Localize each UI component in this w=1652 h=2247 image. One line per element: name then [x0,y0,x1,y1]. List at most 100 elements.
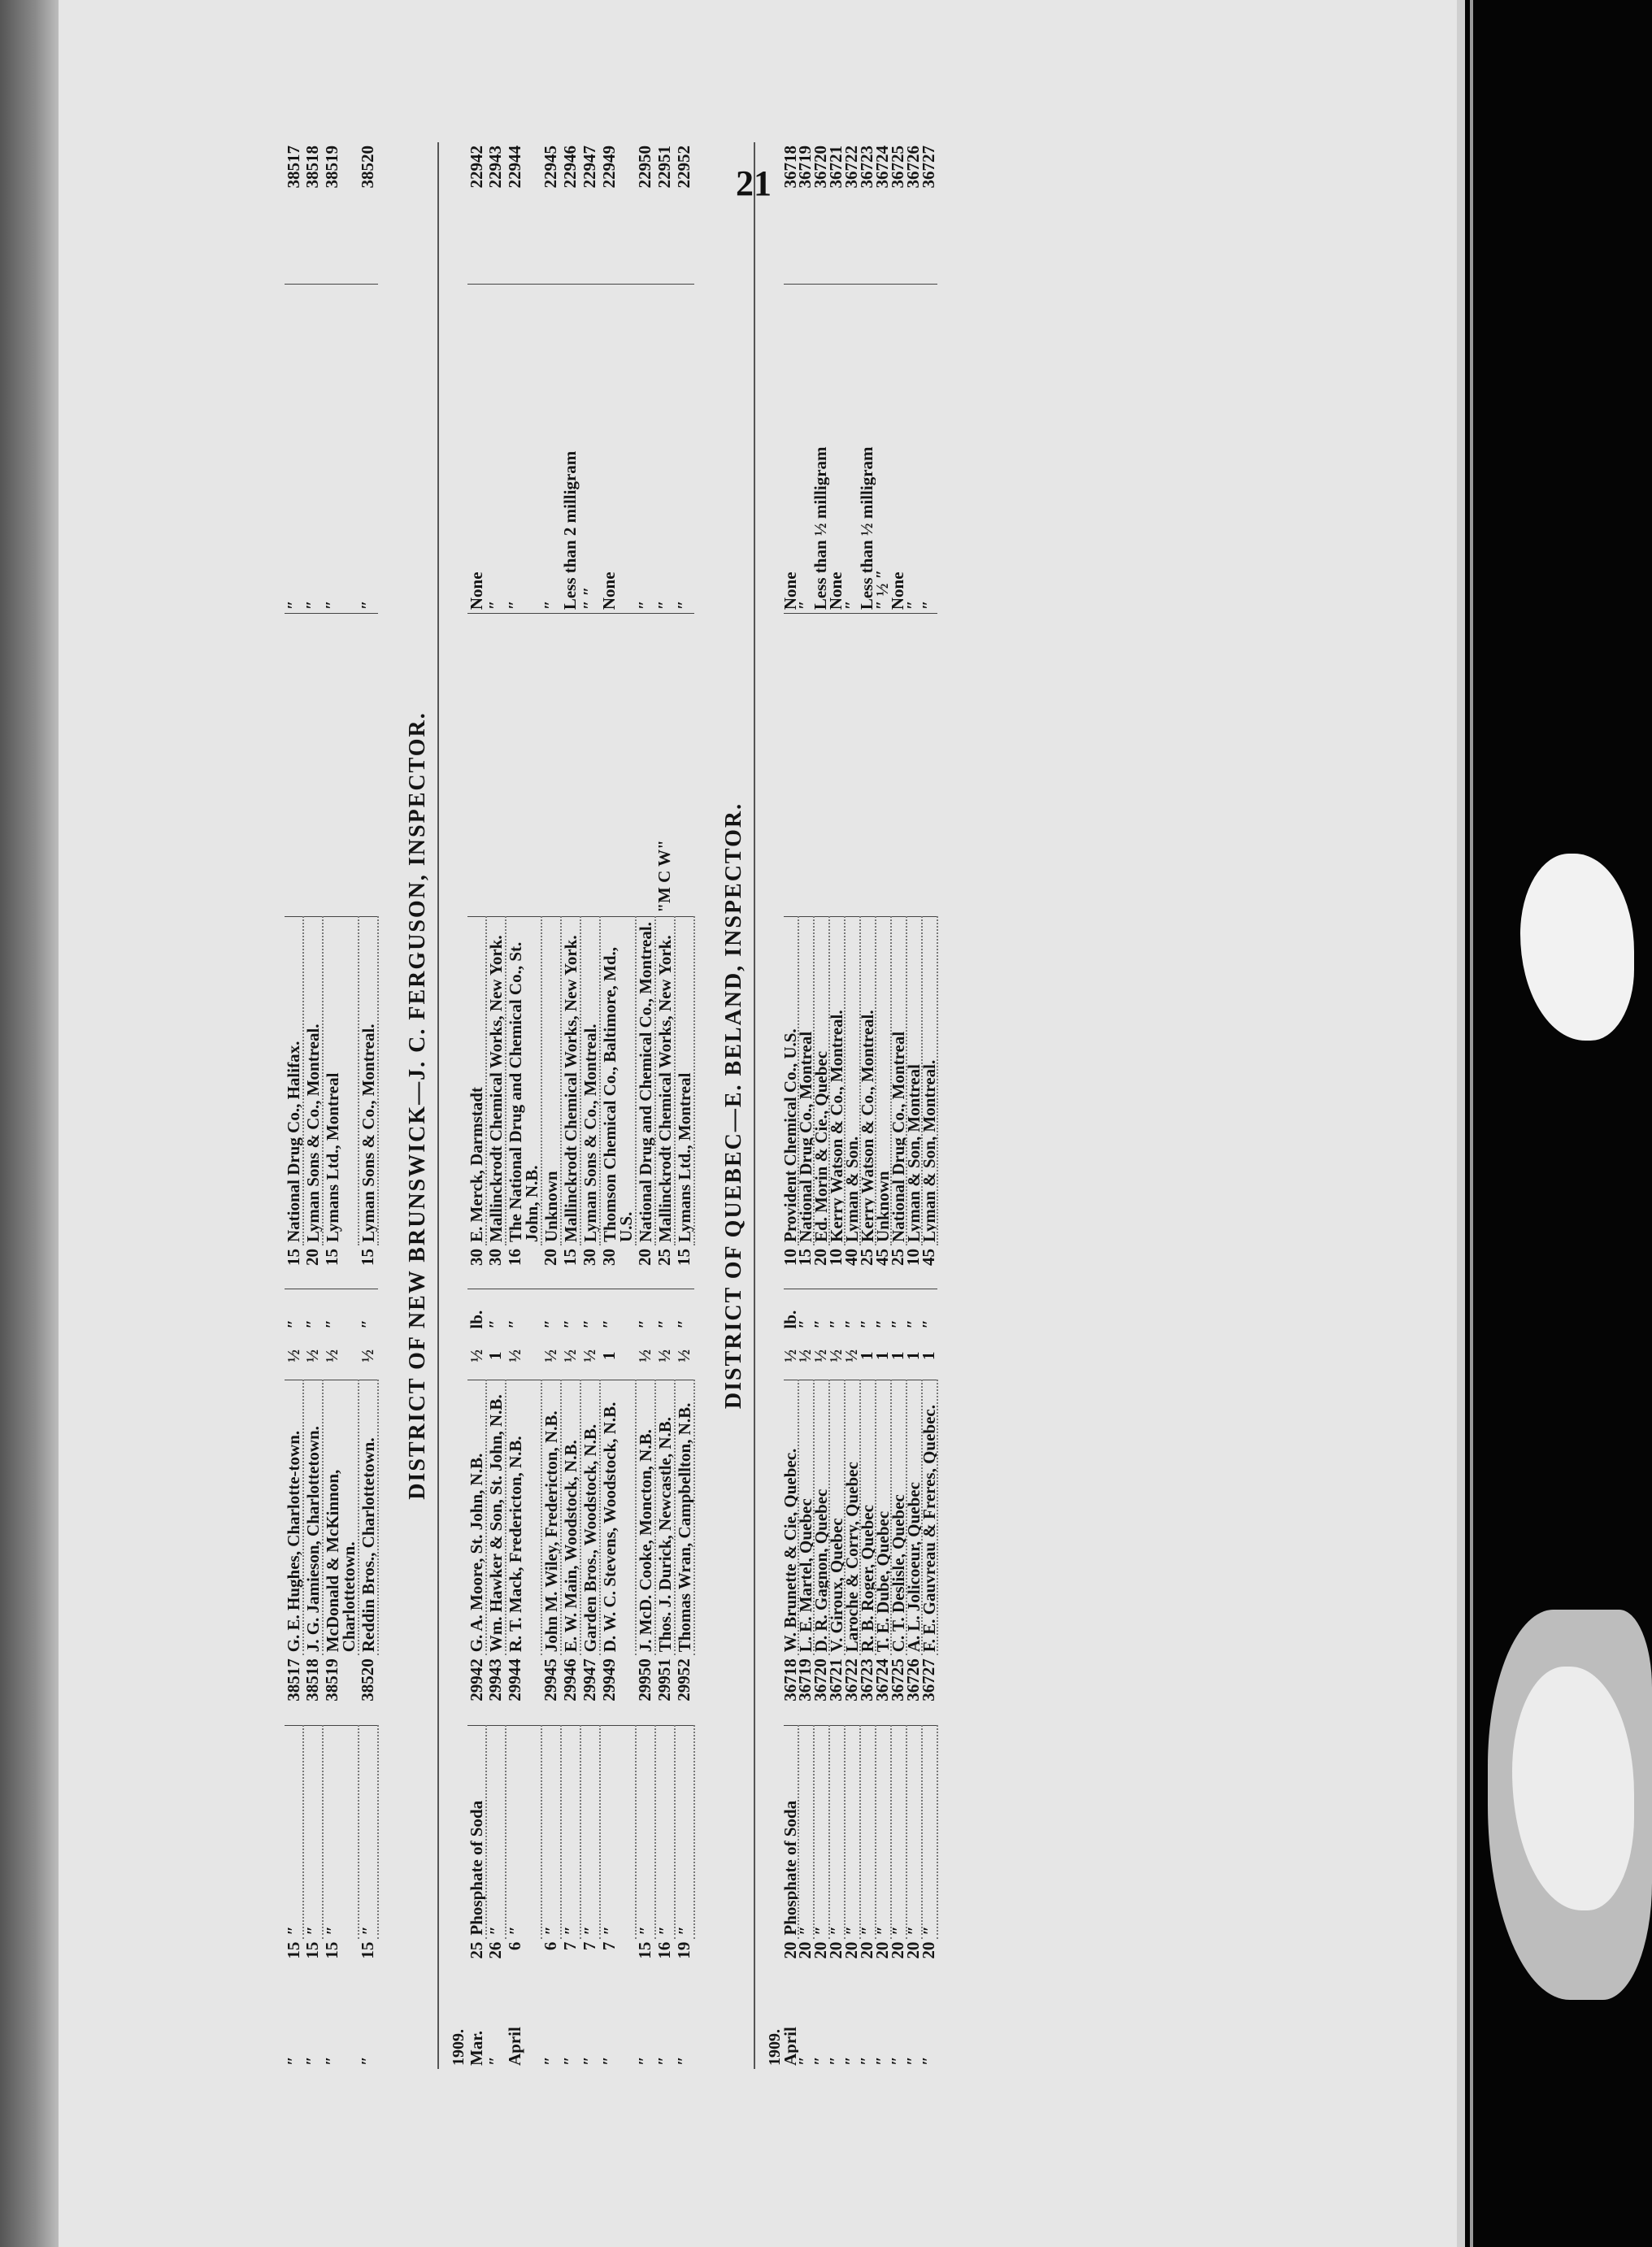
cell-unit: lb. [784,1289,798,1332]
cell-number: 36721 [829,1658,845,1702]
cell-day: 20 [784,1941,798,1959]
cell-day: 7 [580,1941,599,1951]
cell-unit: ″ [303,1289,323,1332]
cell-day: 16 [655,1941,674,1959]
cell-month: ″ [814,1990,829,2069]
cell-mark [600,613,636,917]
cell-number2: 38519 [323,146,341,189]
cell-number2: 36721 [829,146,845,189]
cell-day: 15 [285,1941,303,1959]
cell-number: 29947 [580,1658,599,1702]
cell-maker: E. Merck, Darmstadt [467,916,486,1245]
cell-vendor: D. R. Gagnon, Quebec [814,1380,829,1656]
cell-month: ″ [906,1990,922,2069]
cell-price: 20 [541,1249,560,1266]
cell-result: ″ [285,284,303,614]
cell-qty: ½ [285,1349,303,1363]
cell-maker: Lyman & Son, Montreal [906,916,922,1245]
cell-maker: National Drug Co., Halifax. [285,916,303,1245]
cell-day: 20 [876,1941,891,1959]
cell-month: ″ [561,2056,580,2066]
cell-mark [561,613,580,917]
cell-vendor: R. T. Mack, Fredericton, N.B. [506,1380,541,1656]
cell-mark [580,613,600,917]
cell-vendor: E. W. Main, Woodstock, N.B. [561,1380,580,1656]
cell-number2: 36719 [798,146,814,189]
document-page [59,0,1457,2247]
cell-article: ″ [891,1725,906,1939]
cell-vendor: L. E. Martel, Quebec [798,1380,814,1656]
cell-price: 30 [600,1249,619,1266]
cell-number: 36727 [922,1658,937,1702]
cell-unit: ″ [876,1289,891,1332]
cell-mark [922,613,937,917]
cell-day: 20 [814,1941,829,1959]
cell-day: 20 [829,1941,845,1959]
spacer [378,142,392,2069]
cell-vendor: T. E. Dube, Quebec [876,1380,891,1656]
cell-maker: Kerry Watson & Co., Montreal. [860,916,876,1245]
cell-mark [784,613,798,917]
cell-vendor: Thos. J. Durick, Newcastle, N.B. [655,1380,675,1656]
cell-number2: 36718 [784,146,798,189]
cell-qty: ½ [798,1332,814,1380]
cell-price: 45 [876,1249,891,1266]
scan-artifact [1520,854,1634,1041]
cell-day: 20 [891,1941,906,1959]
spacer-cell [378,142,392,2069]
cell-qty: ½ [359,1349,377,1363]
cell-number2: 22943 [486,146,505,189]
cell-number: 29952 [675,1658,693,1702]
cell-vendor: McDonald & McKinnon, Charlottetown. [323,1380,359,1656]
scan-artifact [1512,1667,1634,1910]
cell-vendor: Laroche & Corry, Quebec [845,1380,860,1656]
cell-number2: 36726 [906,146,922,189]
cell-number: 29942 [467,1658,486,1702]
cell-day: 20 [798,1941,814,1959]
cell-unit: ″ [891,1289,906,1332]
cell-mark [506,613,541,917]
cell-number2: 22942 [467,146,486,189]
cell-vendor: G. A. Moore, St. John, N.B. [467,1380,486,1656]
cell-number: 38517 [285,1658,303,1702]
table-row: Mar. 25 Phosphate of Soda 29942 G. A. Moore,… [467,142,486,2069]
section-year: 1909. [766,2029,784,2066]
cell-vendor: J. McD. Cooke, Moncton, N.B. [636,1380,655,1656]
cell-price: 30 [486,1249,505,1266]
cell-result: None [784,284,798,614]
cell-unit: ″ [541,1289,561,1332]
cell-price: 15 [323,1249,341,1266]
section-year-row: 1909. [442,142,467,2069]
cell-price: 10 [829,1249,845,1266]
cell-result: None [829,284,845,614]
cell-number: 38520 [359,1658,377,1702]
cell-unit: ″ [829,1289,845,1332]
cell-article: ″ [323,1725,359,1939]
cell-result: ″ [655,284,675,614]
cell-month: ″ [655,2056,674,2066]
cell-maker: Lyman Sons & Co., Montreal. [303,916,323,1245]
cell-vendor: F. E. Gauvreau & Freres, Quebec. [922,1380,937,1656]
section-heading-row: DISTRICT OF NEW BRUNSWICK—J. C. FERGUSON… [392,142,438,2069]
cell-maker: Unknown [541,916,561,1245]
cell-number: 36720 [814,1658,829,1702]
spacer [694,142,708,2069]
cell-day: 25 [467,1941,486,1959]
cell-number2: 36724 [876,146,891,189]
cell-maker: The National Drug and Chemical Co., St. … [506,916,541,1245]
cell-maker: Lymans Ltd., Montreal [675,916,694,1245]
cell-result: ″ [506,284,541,614]
cell-qty: 1 [600,1351,619,1360]
cell-price: 40 [845,1249,860,1266]
cell-number: 29944 [506,1658,524,1702]
cell-result: ″ ½ ″ [876,284,891,614]
cell-unit: ″ [580,1289,600,1332]
table-row: ″ 7 ″ 29947 Garden Bros., Woodstock, N.B. ½ ″ 3… [580,142,600,2069]
cell-article: ″ [580,1725,600,1939]
page-edge-line [1470,0,1473,2247]
page-number: 21 [736,163,772,203]
cell-result: Less than ½ milligram [860,284,876,614]
